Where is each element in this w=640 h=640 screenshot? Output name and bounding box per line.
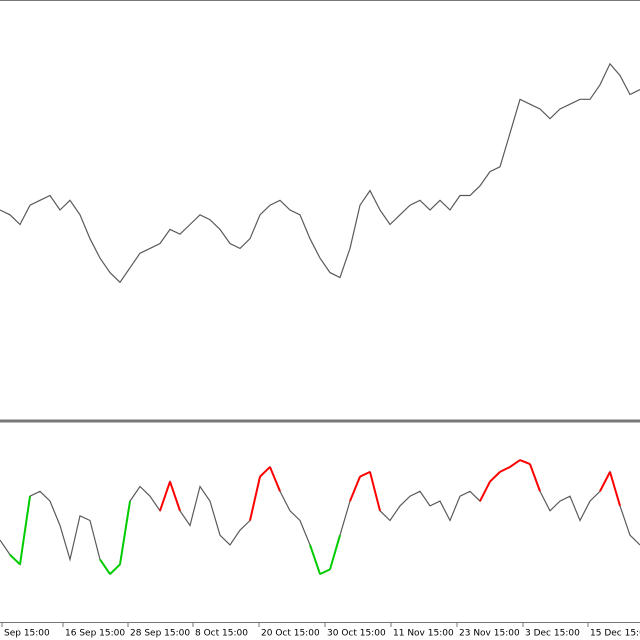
signal-segment xyxy=(499,466,511,473)
x-tick-label: 30 Oct 15:00 xyxy=(327,629,386,639)
x-tick-label: 28 Sep 15:00 xyxy=(130,629,190,639)
x-tick-label: 23 Nov 15:00 xyxy=(459,629,520,639)
signal-segment xyxy=(109,563,121,575)
signal-segment xyxy=(99,558,111,575)
signal-segment xyxy=(249,476,261,521)
signal-segment xyxy=(159,481,171,512)
signal-segment xyxy=(519,459,531,466)
line-series xyxy=(0,62,640,284)
signal-segment xyxy=(309,544,321,575)
signal-segment xyxy=(609,471,621,507)
signal-segment xyxy=(529,463,541,492)
signal-segment xyxy=(599,471,611,492)
signal-segment xyxy=(9,554,21,566)
signal-segment xyxy=(269,466,281,492)
signal-segment xyxy=(349,476,361,502)
signal-segment xyxy=(369,471,381,512)
x-tick-label: 16 Sep 15:00 xyxy=(65,629,125,639)
signal-segment xyxy=(329,534,341,570)
x-tick-label: 3 Dec 15:00 xyxy=(525,629,580,639)
signal-segment xyxy=(259,466,271,478)
x-tick-label: 15 Dec 15:00 xyxy=(590,629,640,639)
x-tick-label: Sep 15:00 xyxy=(4,629,50,639)
signal-segment xyxy=(359,470,371,478)
signal-segment xyxy=(489,471,501,483)
signal-segment xyxy=(119,500,131,565)
signal-segment xyxy=(509,459,521,468)
signal-segment xyxy=(19,496,31,565)
signal-segment xyxy=(319,568,331,576)
x-tick-label: 20 Oct 15:00 xyxy=(261,629,320,639)
x-tick-label: 11 Nov 15:00 xyxy=(393,629,454,639)
signal-segment xyxy=(479,481,491,502)
x-tick-label: 8 Oct 15:00 xyxy=(195,629,248,639)
signal-segment xyxy=(169,481,181,512)
